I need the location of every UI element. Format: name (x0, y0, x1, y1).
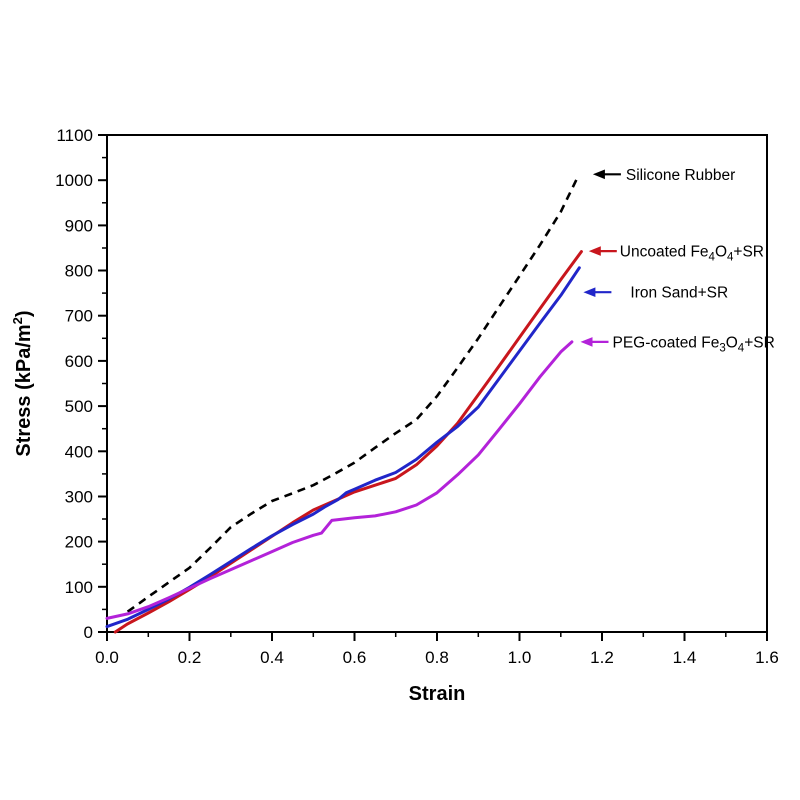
y-tick-label: 600 (65, 352, 93, 371)
y-tick-label: 1100 (56, 126, 93, 145)
y-tick-label: 900 (65, 216, 93, 235)
annotation-arrowhead-iron-sand-sr (583, 287, 596, 298)
annotation-arrowhead-peg-coated-fe3o4-sr (580, 337, 593, 347)
plot-box (106, 134, 768, 633)
annotation-arrowhead-uncoated-fe4o4-sr (588, 246, 601, 256)
x-axis-title: Strain (409, 683, 466, 705)
x-tick-label: 0.6 (343, 648, 367, 667)
x-tick-label: 1.0 (508, 648, 532, 667)
annotation-label-peg-coated-fe3o4-sr: PEG-coated Fe3O4+SR (613, 334, 775, 354)
x-tick-label: 0.8 (425, 648, 449, 667)
y-tick-label: 800 (65, 262, 93, 281)
x-tick-label: 1.4 (673, 648, 697, 667)
x-tick-label: 0.0 (95, 648, 119, 667)
y-tick-label: 0 (84, 623, 93, 642)
y-axis-title: Stress (kPa/m2) (10, 310, 35, 456)
x-tick-label: 1.6 (755, 648, 779, 667)
series-line-peg-coated-fe3o4-sr (105, 340, 574, 620)
annotation-arrowhead-silicone-rubber (592, 169, 605, 180)
y-tick-label: 200 (65, 533, 93, 552)
x-tick-label: 0.4 (260, 648, 284, 667)
x-tick-label: 0.2 (178, 648, 202, 667)
y-tick-label: 500 (65, 397, 93, 416)
series-line-uncoated-fe4o4-sr (113, 250, 583, 634)
x-tick-label: 1.2 (590, 648, 614, 667)
series-line-silicone-rubber (126, 177, 579, 613)
y-tick-label: 100 (65, 578, 93, 597)
y-tick-label: 1000 (55, 171, 93, 190)
series-line-iron-sand-sr (105, 266, 581, 629)
annotation-label-silicone-rubber: Silicone Rubber (626, 167, 735, 184)
y-tick-label: 700 (65, 307, 93, 326)
annotation-label-uncoated-fe4o4-sr: Uncoated Fe4O4+SR (620, 244, 764, 264)
y-tick-label: 400 (65, 442, 93, 461)
annotation-label-iron-sand-sr: Iron Sand+SR (630, 285, 728, 302)
y-tick-label: 300 (65, 488, 93, 507)
